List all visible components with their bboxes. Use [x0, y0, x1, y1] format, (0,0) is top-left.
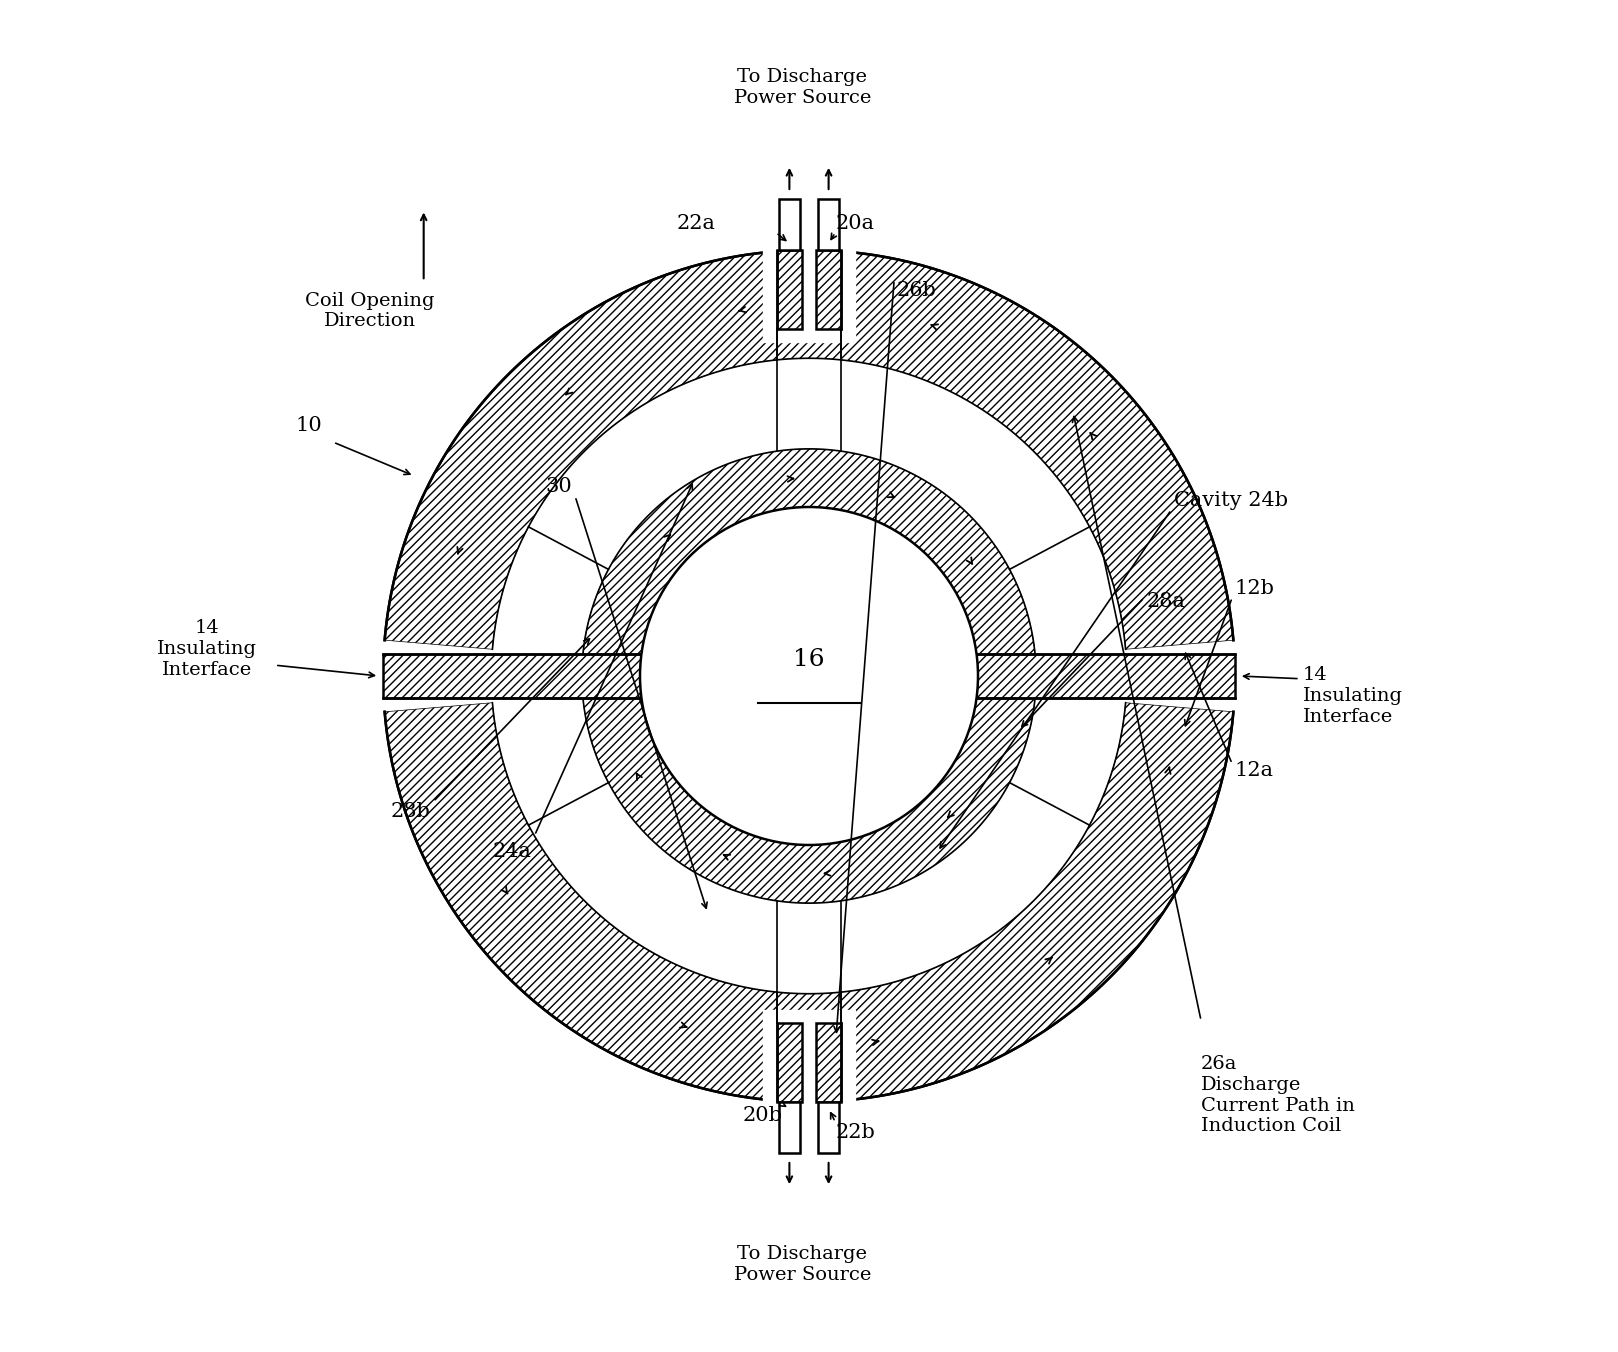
Bar [777, 250, 803, 329]
Text: 20a: 20a [835, 214, 874, 233]
Bar [817, 1102, 840, 1153]
Circle shape [641, 507, 977, 845]
Text: 22a: 22a [676, 214, 715, 233]
Text: Coil Opening
Direction: Coil Opening Direction [304, 292, 434, 330]
Polygon shape [529, 358, 1089, 569]
Bar [817, 199, 840, 250]
Bar [815, 250, 841, 329]
Polygon shape [582, 691, 1036, 903]
Polygon shape [369, 654, 1249, 698]
Text: 12b: 12b [1235, 579, 1275, 598]
Polygon shape [529, 783, 1089, 994]
Bar [777, 1023, 803, 1102]
Bar [778, 1102, 801, 1153]
Text: 24a: 24a [493, 842, 532, 861]
Text: To Discharge
Power Source: To Discharge Power Source [733, 1245, 870, 1283]
Bar [777, 250, 803, 329]
Text: 14
Insulating
Interface: 14 Insulating Interface [1302, 667, 1403, 726]
Text: 20b: 20b [743, 1106, 783, 1125]
Text: 28a: 28a [1147, 592, 1186, 611]
Bar [815, 1023, 841, 1102]
Polygon shape [385, 703, 1233, 1102]
Text: 28b: 28b [390, 802, 430, 821]
Text: 16: 16 [793, 648, 825, 672]
Bar [777, 1023, 803, 1102]
Text: 10: 10 [296, 416, 322, 435]
Bar [815, 250, 841, 329]
Bar [815, 1023, 841, 1102]
Polygon shape [764, 237, 854, 342]
Text: 12a: 12a [1235, 761, 1273, 780]
Polygon shape [582, 449, 1036, 661]
Text: 26a
Discharge
Current Path in
Induction Coil: 26a Discharge Current Path in Induction … [1201, 1055, 1354, 1136]
Bar [778, 199, 801, 250]
Text: To Discharge
Power Source: To Discharge Power Source [733, 69, 870, 107]
Polygon shape [385, 250, 1233, 649]
Bar [383, 654, 1235, 698]
Text: 30: 30 [545, 477, 573, 496]
Text: Cavity 24b: Cavity 24b [1175, 491, 1288, 510]
Text: 14
Insulating
Interface: 14 Insulating Interface [157, 619, 257, 679]
Text: 22b: 22b [835, 1124, 875, 1142]
Text: 26b: 26b [896, 281, 937, 300]
Polygon shape [764, 1010, 854, 1115]
